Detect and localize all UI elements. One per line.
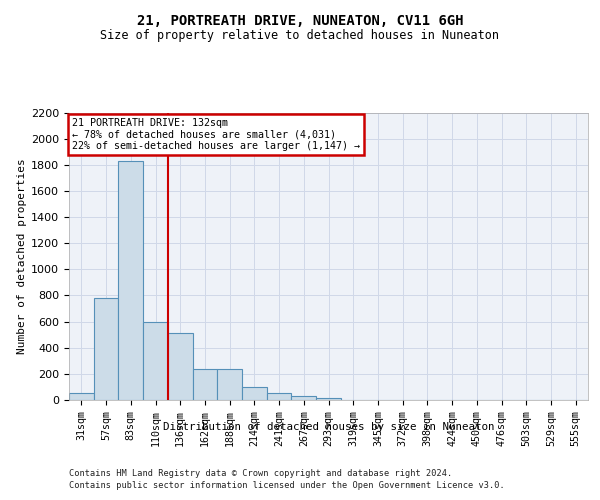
Bar [193, 370, 217, 400]
Bar [242, 387, 267, 400]
Text: Contains public sector information licensed under the Open Government Licence v3: Contains public sector information licen… [69, 481, 505, 490]
Y-axis label: Number of detached properties: Number of detached properties [17, 158, 27, 354]
Bar [168, 334, 193, 400]
Text: Contains HM Land Registry data © Crown copyright and database right 2024.: Contains HM Land Registry data © Crown c… [69, 469, 452, 478]
Text: Size of property relative to detached houses in Nuneaton: Size of property relative to detached ho… [101, 29, 499, 42]
Text: Distribution of detached houses by size in Nuneaton: Distribution of detached houses by size … [163, 422, 494, 432]
Bar [118, 161, 143, 400]
Bar [267, 394, 292, 400]
Bar [94, 298, 118, 400]
Bar [316, 398, 341, 400]
Text: 21, PORTREATH DRIVE, NUNEATON, CV11 6GH: 21, PORTREATH DRIVE, NUNEATON, CV11 6GH [137, 14, 463, 28]
Bar [292, 396, 316, 400]
Bar [143, 322, 168, 400]
Text: 21 PORTREATH DRIVE: 132sqm
← 78% of detached houses are smaller (4,031)
22% of s: 21 PORTREATH DRIVE: 132sqm ← 78% of deta… [71, 118, 359, 152]
Bar [217, 370, 242, 400]
Bar [69, 394, 94, 400]
